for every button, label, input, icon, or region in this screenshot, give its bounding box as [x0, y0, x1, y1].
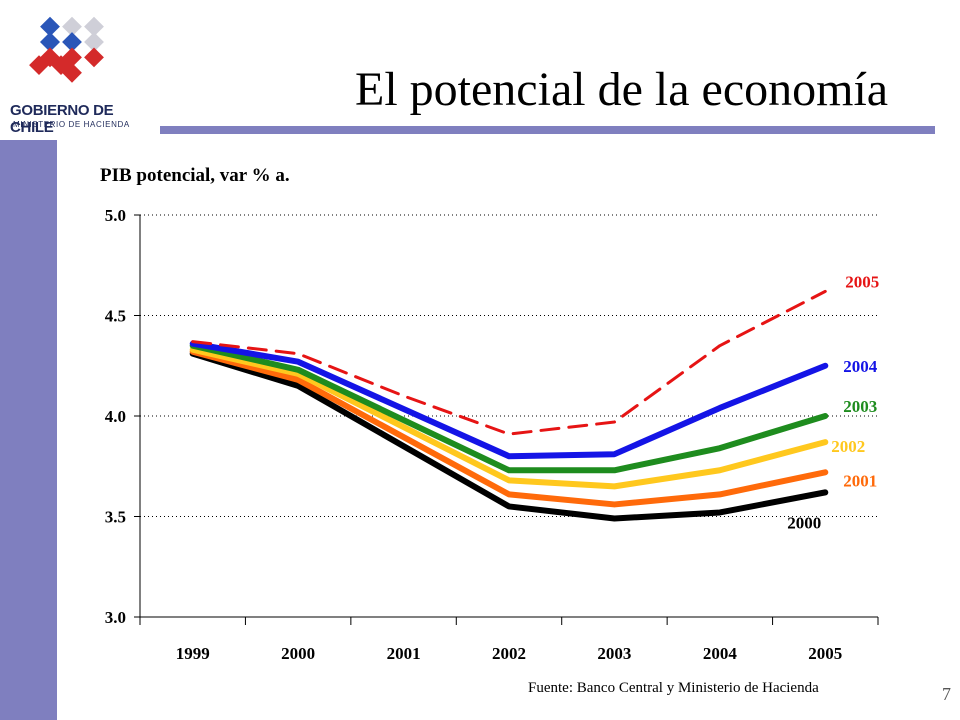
grid: [140, 214, 878, 517]
x-tick-label: 2002: [492, 644, 526, 663]
logo-mark-icon: [29, 16, 104, 83]
logo-square: [84, 47, 104, 68]
logo-square: [62, 32, 82, 52]
chart-title: PIB potencial, var % a.: [100, 165, 290, 186]
logo-subtext: MINISTERIO DE HACIENDA: [13, 120, 130, 129]
source-note: Fuente: Banco Central y Ministerio de Ha…: [528, 680, 819, 696]
logo-square: [84, 32, 104, 52]
series-label-2001: 2001: [843, 471, 877, 490]
series-line-2000: [189, 350, 829, 522]
series-labels: 2000 2001 2002 2003 2004 2005: [787, 272, 879, 532]
page-number: 7: [942, 684, 951, 704]
y-tick-label: 4.0: [105, 407, 126, 426]
x-tick-label: 2003: [597, 644, 631, 663]
page-title: El potencial de la economía: [355, 63, 889, 116]
series-line-2005: [191, 289, 827, 436]
y-tick-label: 3.5: [105, 508, 126, 527]
series-line-2004: [189, 340, 829, 460]
series-label-2000: 2000: [787, 513, 821, 532]
title-underline: [57, 126, 935, 134]
series-line-2002: [189, 346, 829, 490]
y-tick-label: 4.5: [105, 307, 126, 326]
logo-square: [62, 62, 82, 83]
series-line-2003: [189, 342, 829, 474]
y-tick-label: 5.0: [105, 206, 126, 225]
x-tick-label: 2005: [808, 644, 842, 663]
series-line-2001: [189, 348, 829, 508]
x-tick-label: 2001: [387, 644, 421, 663]
series-label-2005: 2005: [845, 272, 879, 291]
x-tick-label: 2000: [281, 644, 315, 663]
y-tick-label: 3.0: [105, 608, 126, 627]
logo-square: [62, 16, 82, 37]
logo-square: [84, 16, 104, 37]
logo-text: GOBIERNO DE CHILE: [10, 102, 114, 136]
x-tick-label: 2004: [703, 644, 738, 663]
logo: GOBIERNO DE CHILE MINISTERIO DE HACIENDA: [0, 0, 160, 140]
series-lines: [189, 289, 829, 522]
series-label-2003: 2003: [843, 397, 877, 416]
series-label-2002: 2002: [831, 437, 865, 456]
x-tick-label: 1999: [176, 644, 210, 663]
series-label-2004: 2004: [843, 357, 878, 376]
